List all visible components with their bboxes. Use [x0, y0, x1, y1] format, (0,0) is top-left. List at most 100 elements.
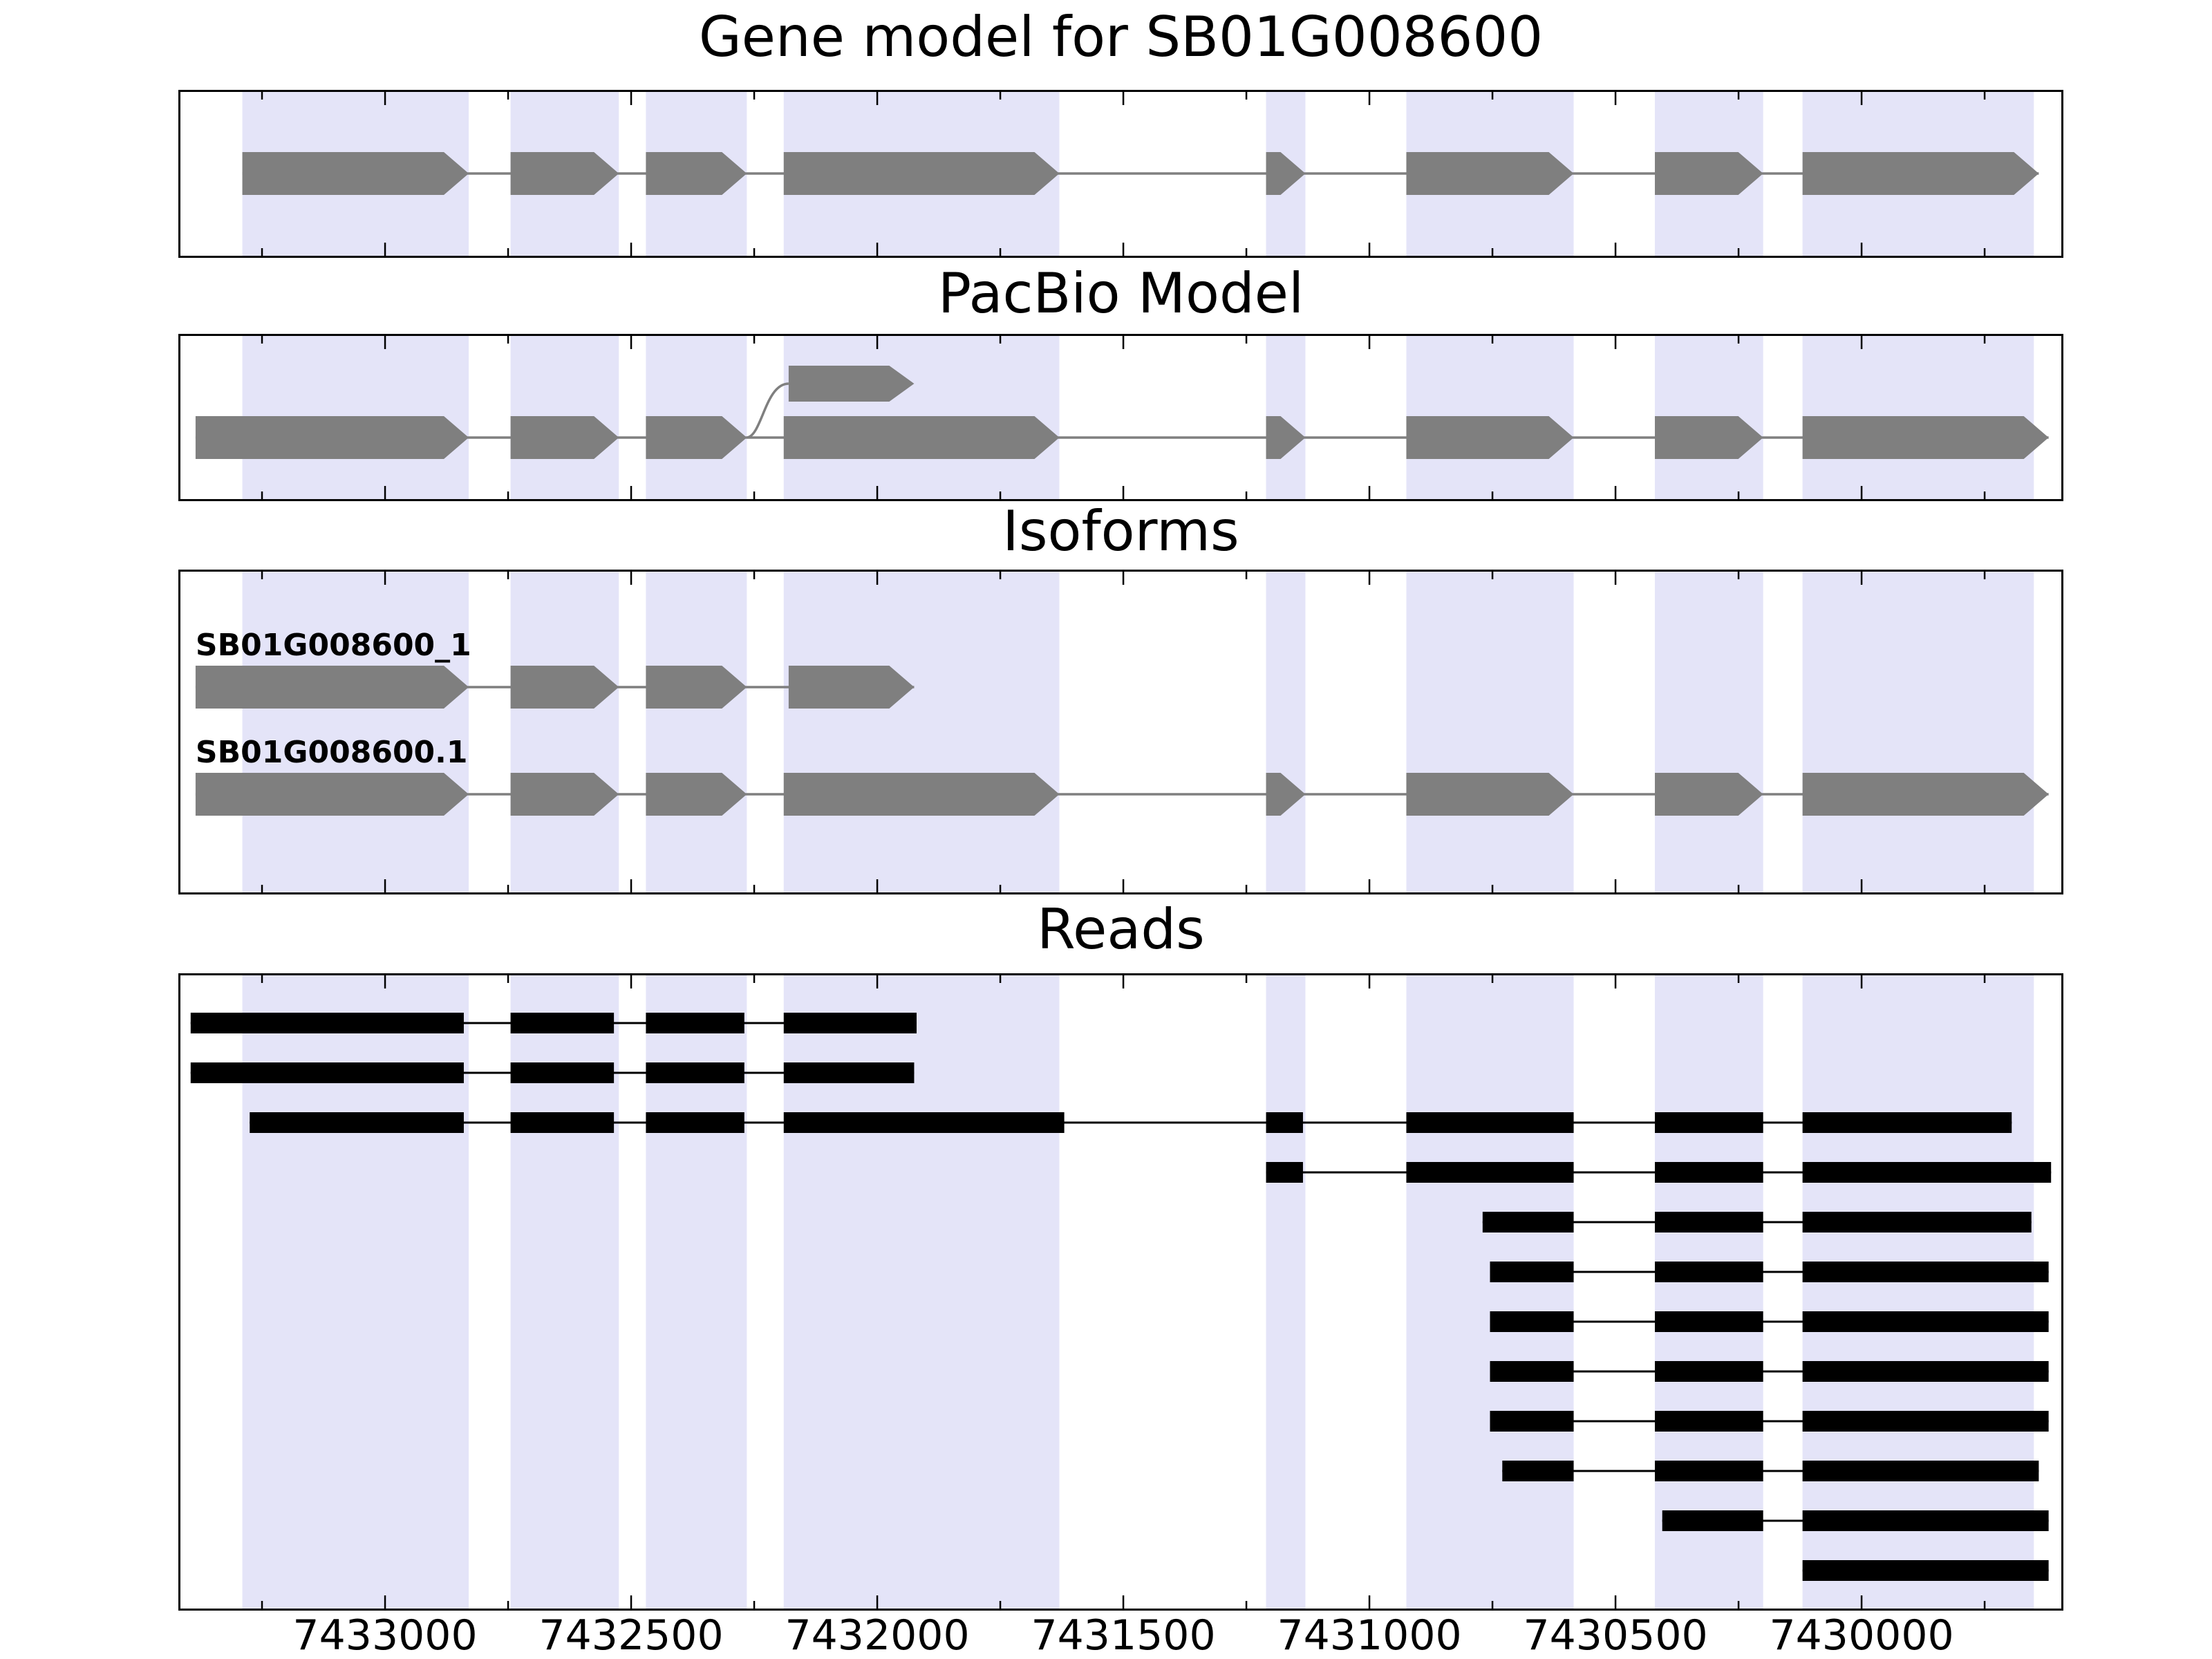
exon-block [195, 666, 469, 709]
read-block [1802, 1510, 2049, 1531]
isoforms-track-panel: SB01G008600_1 SB01G008600.1 [178, 570, 2063, 894]
read-block [1655, 1311, 1763, 1332]
reads-track-panel [178, 973, 2063, 1611]
exon-block [646, 152, 747, 195]
pacbio-model-track-panel [178, 334, 2063, 501]
x-tick-label: 7431000 [1277, 1611, 1462, 1659]
read-block [1482, 1212, 1574, 1232]
read-block [1802, 1162, 2052, 1183]
read-block [1490, 1411, 1574, 1432]
panel-border [178, 973, 2063, 1611]
exon-block [783, 416, 1060, 459]
exon-highlight-band [646, 570, 747, 894]
exon-block [1655, 416, 1763, 459]
read-block [1802, 1361, 2049, 1382]
x-tick-label: 7433000 [292, 1611, 478, 1659]
read-block [1655, 1361, 1763, 1382]
panel-border [178, 334, 2063, 501]
exon-block [1802, 152, 2039, 195]
read-block [510, 1062, 615, 1083]
read-block [646, 1062, 744, 1083]
read-block [783, 1062, 915, 1083]
exon-block [783, 152, 1060, 195]
read-block [1802, 1560, 2049, 1581]
read-block [1655, 1212, 1763, 1232]
exon-block [788, 366, 915, 402]
pacbio-model-title: PacBio Model [937, 261, 1304, 326]
exon-block [1266, 773, 1306, 816]
read-block [1502, 1461, 1574, 1481]
exon-block [1406, 152, 1574, 195]
exon-block [646, 773, 747, 816]
read-block [783, 1112, 1065, 1133]
read-block [646, 1013, 744, 1033]
read-block [1655, 1162, 1763, 1183]
exon-block [783, 773, 1060, 816]
read-block [1655, 1262, 1763, 1282]
exon-highlight-band [1802, 973, 2034, 1611]
read-block [1406, 1162, 1574, 1183]
exon-block [510, 666, 619, 709]
exon-block [242, 152, 469, 195]
exon-highlight-band [510, 570, 619, 894]
read-block [1266, 1162, 1303, 1183]
read-block [190, 1062, 464, 1083]
exon-block [1266, 416, 1306, 459]
exon-block [1655, 152, 1763, 195]
read-block [1802, 1262, 2049, 1282]
exon-block [1266, 152, 1306, 195]
read-block [1490, 1361, 1574, 1382]
exon-block [1406, 773, 1574, 816]
read-block [646, 1112, 744, 1133]
exon-block [510, 152, 619, 195]
gene-model-track-panel [178, 90, 2063, 258]
exon-highlight-band [1802, 570, 2034, 894]
read-block [1490, 1262, 1574, 1282]
panel-border [178, 90, 2063, 258]
reads-title: Reads [1037, 897, 1205, 962]
exon-block [788, 666, 915, 709]
read-block [510, 1112, 615, 1133]
exon-highlight-band [1266, 570, 1306, 894]
exon-block [195, 773, 469, 816]
read-block [1655, 1411, 1763, 1432]
exon-highlight-band [1406, 973, 1574, 1611]
isoform-label: SB01G008600_1 [196, 628, 471, 663]
exon-highlight-band [783, 570, 1060, 894]
read-block [1655, 1461, 1763, 1481]
exon-block [1406, 416, 1574, 459]
read-block [1802, 1311, 2049, 1332]
exon-block [510, 773, 619, 816]
read-block [1802, 1461, 2039, 1481]
exon-block [510, 416, 619, 459]
x-tick-label: 7430000 [1769, 1611, 1954, 1659]
isoform-label: SB01G008600.1 [196, 735, 468, 770]
exon-block [1655, 773, 1763, 816]
read-block [510, 1013, 615, 1033]
read-block [1655, 1112, 1763, 1133]
exon-block [1802, 773, 2049, 816]
read-block [1406, 1112, 1574, 1133]
exon-highlight-band [1655, 570, 1763, 894]
exon-block [646, 666, 747, 709]
gene-model-title: Gene model for SB01G008600 [698, 5, 1544, 69]
read-block [783, 1013, 917, 1033]
read-block [250, 1112, 464, 1133]
x-axis-tick-labels: 7433000 7432500 7432000 7431500 7431000 74305… [0, 1615, 2212, 1659]
panel-border [178, 570, 2063, 894]
x-tick-label: 7431500 [1031, 1611, 1216, 1659]
exon-highlight-band [1406, 570, 1574, 894]
exon-block [1802, 416, 2049, 459]
read-block [1662, 1510, 1763, 1531]
isoforms-title: Isoforms [1002, 499, 1239, 563]
read-block [1266, 1112, 1303, 1133]
read-block [190, 1013, 464, 1033]
read-block [1490, 1311, 1574, 1332]
read-block [1802, 1212, 2032, 1232]
x-tick-label: 7430500 [1523, 1611, 1708, 1659]
exon-highlight-band [242, 570, 469, 894]
alt-exon-connector [746, 382, 789, 439]
read-block [1802, 1411, 2049, 1432]
x-tick-label: 7432500 [538, 1611, 724, 1659]
